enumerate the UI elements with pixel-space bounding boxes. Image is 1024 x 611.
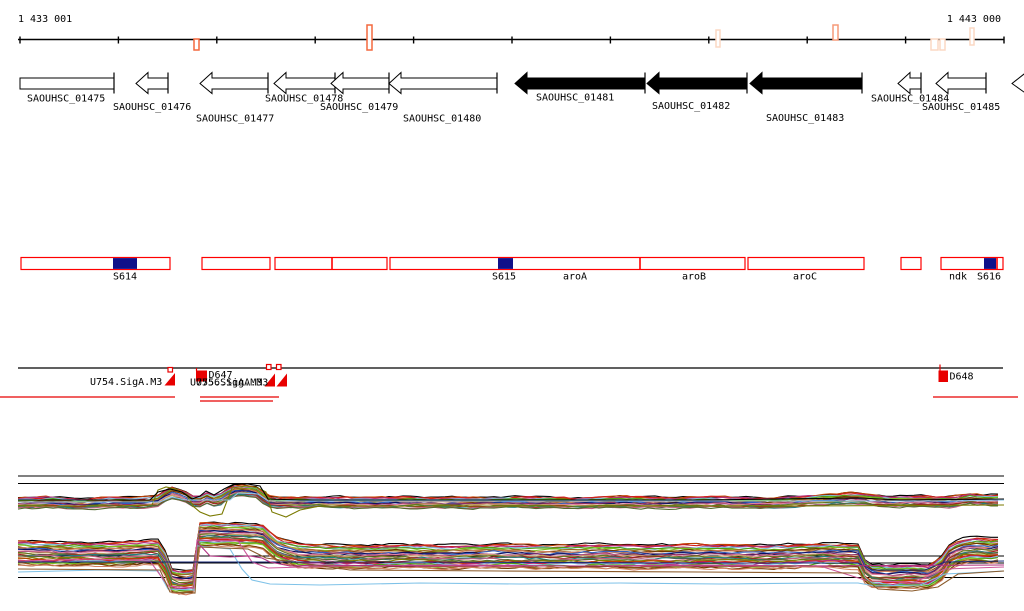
gene-SAOUHSC_01479[interactable] — [330, 71, 390, 95]
plot-extra-series — [18, 560, 1005, 571]
operon-label: aroC — [793, 272, 817, 283]
operon-box[interactable] — [900, 256, 922, 271]
gene-label: SAOUHSC_01484 — [871, 94, 949, 105]
gene-label: SAOUHSC_01483 — [766, 113, 844, 124]
gene-SAOUHSC_01480[interactable] — [388, 71, 498, 95]
plot-extra-series — [18, 485, 1005, 518]
gene-label: SAOUHSC_01476 — [113, 102, 191, 113]
gene-SAOUHSC_01478[interactable] — [273, 71, 336, 95]
ruler-feature-marker[interactable] — [939, 38, 946, 51]
gene-label: SAOUHSC_01485 — [922, 102, 1000, 113]
tss-label: D647 — [209, 370, 233, 381]
plot-series-lower — [17, 545, 999, 596]
plot-series-lower — [17, 531, 999, 581]
plot-series-lower — [17, 530, 999, 580]
tss-flag-square[interactable] — [265, 363, 272, 371]
operon-srna-insert[interactable] — [113, 258, 137, 269]
operon-label: aroB — [682, 272, 706, 283]
gene-SAOUHSC_01484[interactable] — [897, 71, 922, 95]
operon-srna-insert[interactable] — [984, 258, 996, 269]
plot-series-lower — [17, 527, 999, 576]
tss-flag-box[interactable] — [196, 370, 207, 382]
gene-label: SAOUHSC_01481 — [536, 93, 614, 104]
tss-flag-square[interactable] — [275, 363, 282, 371]
ruler-end-coordinate: 1 443 000 — [947, 14, 1001, 25]
operon-label: S616 — [977, 272, 1001, 283]
plot-extra-series — [18, 492, 1005, 503]
plot-extra-series — [17, 545, 1005, 591]
plot-series-upper — [17, 494, 999, 511]
gene-SAOUHSC_01481[interactable] — [514, 71, 646, 95]
tss-flag-triangle[interactable] — [264, 373, 276, 387]
operon-box[interactable] — [389, 256, 746, 271]
operon-label: S614 — [113, 272, 137, 283]
operon-label: S615 — [492, 272, 516, 283]
plot-extra-series — [18, 483, 1005, 501]
ruler-feature-marker[interactable] — [715, 29, 721, 48]
tss-flag-square[interactable] — [167, 366, 174, 373]
gene-label: SAOUHSC_01477 — [196, 114, 274, 125]
gene-label: SAOUHSC_01479 — [320, 102, 398, 113]
operon-box[interactable] — [274, 256, 388, 271]
tss-flag-triangle[interactable] — [164, 373, 176, 386]
gene-SAOUHSC_01485[interactable] — [935, 71, 987, 95]
plot-series-upper — [17, 489, 999, 506]
tss-label: U754.SigA.M3 — [90, 377, 162, 388]
ruler-feature-marker[interactable] — [193, 38, 200, 51]
tss-label: U755.SigA.M3 — [190, 378, 262, 389]
operon-label: aroA — [563, 272, 587, 283]
gene-label: SAOUHSC_01482 — [652, 101, 730, 112]
operon-box[interactable] — [747, 256, 865, 271]
gene-label: SAOUHSC_01475 — [27, 94, 105, 105]
ruler-start-coordinate: 1 433 001 — [18, 14, 72, 25]
ruler-feature-marker[interactable] — [366, 24, 373, 51]
plot-series-lower — [17, 521, 998, 571]
plot-series-lower — [17, 540, 999, 590]
plot-extra-series — [196, 541, 1005, 567]
ruler-feature-marker[interactable] — [969, 27, 975, 46]
operon-box[interactable] — [20, 256, 171, 271]
gene-SAOUHSC_01475[interactable] — [19, 77, 115, 90]
tss-label: U756.SigA.M3 — [196, 378, 268, 389]
gene-label: SAOUHSC_01480 — [403, 114, 481, 125]
gene-SAOUHSC_01476[interactable] — [135, 71, 169, 95]
operon-srna-insert[interactable] — [498, 258, 513, 269]
gene-SAOUHSC_01482[interactable] — [646, 71, 748, 95]
plot-extra-series — [17, 546, 1005, 594]
operon-label: ndk — [949, 272, 967, 283]
tss-flag-triangle[interactable] — [276, 373, 288, 387]
gene-partial-arrowhead[interactable] — [1011, 73, 1024, 94]
ruler-feature-marker[interactable] — [930, 38, 939, 51]
operon-box[interactable] — [201, 256, 271, 271]
tss-label: D648 — [950, 372, 974, 383]
ruler-feature-marker[interactable] — [832, 24, 839, 41]
tss-flag-box[interactable] — [938, 370, 949, 383]
gene-SAOUHSC_01483[interactable] — [749, 71, 863, 95]
gene-label: SAOUHSC_01478 — [265, 94, 343, 105]
gene-SAOUHSC_01477[interactable] — [199, 71, 269, 95]
